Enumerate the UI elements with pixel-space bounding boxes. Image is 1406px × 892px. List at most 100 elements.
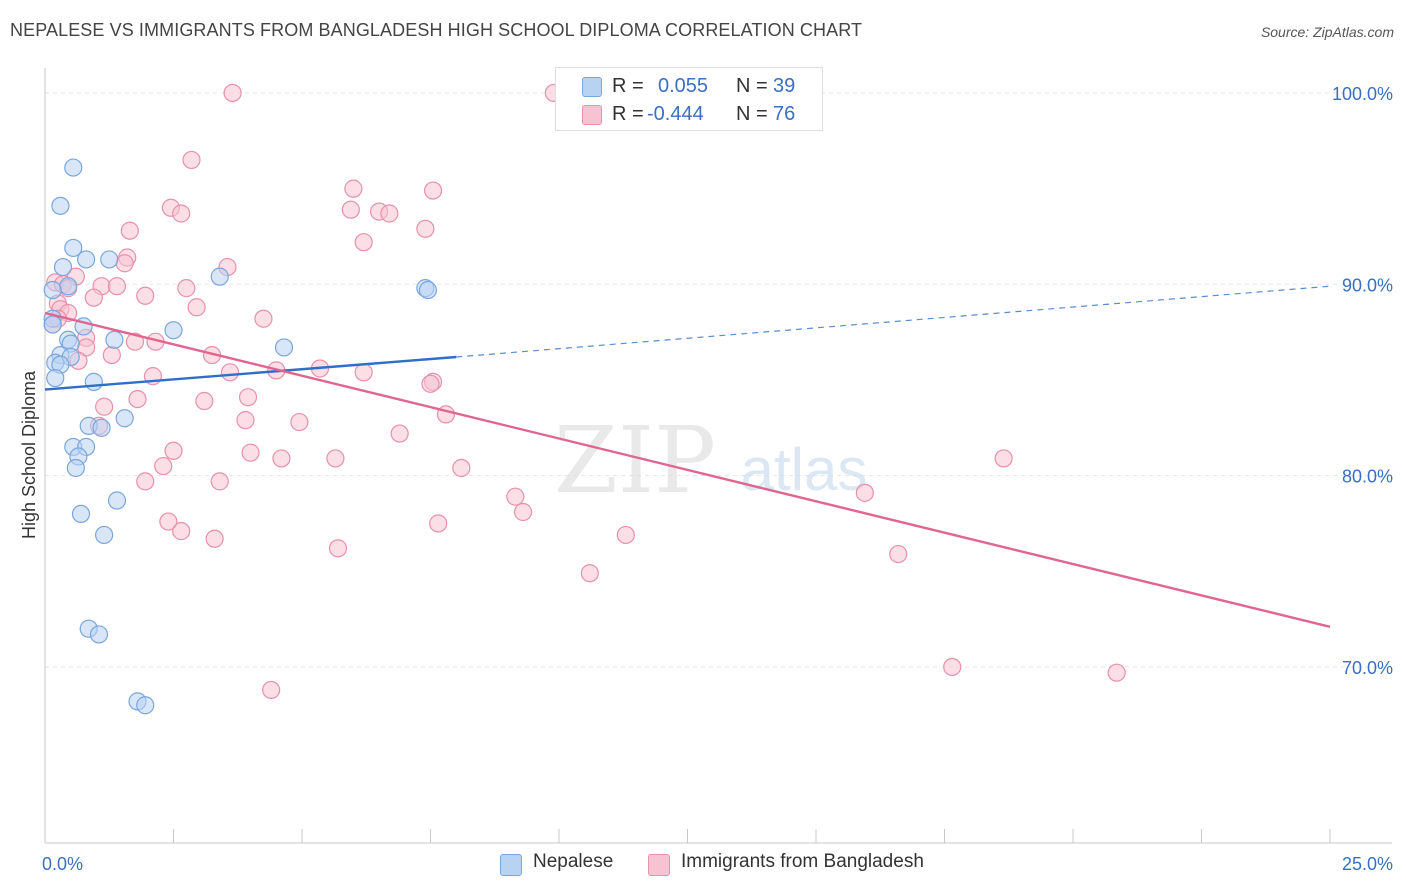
point-bangladesh: [354, 363, 373, 382]
point-bangladesh: [506, 487, 525, 506]
point-bangladesh: [177, 279, 196, 298]
point-nepalese: [136, 696, 155, 715]
y-tick-label: 70.0%: [1342, 658, 1393, 678]
point-nepalese: [95, 525, 114, 545]
point-bangladesh: [513, 502, 533, 522]
point-nepalese: [84, 372, 103, 391]
data-points: [43, 83, 1126, 715]
point-bangladesh: [416, 219, 435, 238]
y-tick-label: 90.0%: [1342, 275, 1393, 295]
y-tick-label: 80.0%: [1342, 467, 1393, 487]
point-bangladesh: [272, 449, 291, 468]
point-nepalese: [59, 277, 78, 296]
point-bangladesh: [452, 458, 471, 478]
point-nepalese: [51, 196, 70, 215]
axes: [44, 68, 1392, 844]
point-nepalese: [89, 625, 109, 644]
point-bangladesh: [223, 83, 242, 103]
point-bangladesh: [855, 483, 874, 502]
point-bangladesh: [290, 412, 309, 432]
point-bangladesh: [943, 657, 962, 677]
point-bangladesh: [107, 277, 127, 296]
point-bangladesh: [187, 298, 206, 317]
point-bangladesh: [254, 309, 273, 328]
point-bangladesh: [128, 389, 147, 409]
trend-extension-nepalese: [456, 285, 1331, 358]
point-nepalese: [105, 330, 124, 349]
point-bangladesh: [164, 441, 183, 460]
point-bangladesh: [326, 449, 345, 468]
chart-title: NEPALESE VS IMMIGRANTS FROM BANGLADESH H…: [10, 20, 863, 40]
source-label: Source: ZipAtlas.com: [1260, 24, 1394, 40]
point-nepalese: [164, 321, 183, 340]
trend-lines: [44, 285, 1331, 628]
point-nepalese: [46, 368, 65, 388]
legend-n-label: N =: [736, 103, 768, 125]
point-bangladesh: [341, 200, 360, 219]
point-nepalese: [53, 257, 73, 277]
point-bangladesh: [994, 449, 1013, 468]
grid-lines: [45, 92, 1392, 668]
point-bangladesh: [1107, 663, 1126, 682]
point-bangladesh: [889, 544, 908, 564]
legend-n-label: N =: [736, 75, 768, 97]
point-nepalese: [43, 280, 62, 300]
point-bangladesh: [344, 179, 363, 198]
point-bangladesh: [238, 388, 258, 407]
point-bangladesh: [102, 345, 121, 365]
point-bangladesh: [172, 204, 191, 223]
point-nepalese: [418, 280, 438, 300]
legend-n-value: 39: [773, 75, 796, 97]
tick-labels: 70.0% 80.0% 90.0% 100.0% 0.0% 25.0%: [42, 84, 1393, 874]
y-tick-label: 100.0%: [1332, 84, 1393, 104]
watermark-zip: ZIP: [554, 407, 716, 514]
point-nepalese: [71, 504, 91, 524]
legend-r-label: R =: [612, 75, 644, 97]
legend-n-value: 76: [773, 103, 796, 125]
bottom-legend-swatch-bangladesh: [648, 854, 670, 876]
x-tick-label: 0.0%: [42, 854, 83, 874]
legend-swatch-nepalese: [582, 77, 602, 97]
watermark-atlas: atlas: [741, 436, 868, 503]
point-nepalese: [43, 315, 62, 334]
point-bangladesh: [136, 286, 155, 305]
point-bangladesh: [84, 288, 103, 307]
point-bangladesh: [159, 512, 178, 531]
point-bangladesh: [241, 443, 260, 462]
point-nepalese: [92, 418, 111, 437]
x-tick-label: 25.0%: [1342, 854, 1393, 874]
point-bangladesh: [580, 564, 599, 583]
point-bangladesh: [236, 411, 255, 430]
legend-swatch-bangladesh: [582, 105, 602, 125]
point-nepalese: [66, 458, 85, 478]
point-bangladesh: [210, 472, 229, 491]
point-bangladesh: [220, 363, 240, 382]
point-nepalese: [115, 409, 134, 428]
y-axis-label: High School Diploma: [19, 370, 39, 539]
point-nepalese: [64, 238, 83, 258]
point-bangladesh: [328, 539, 348, 558]
point-nepalese: [77, 250, 96, 269]
trend-line-nepalese: [44, 355, 457, 391]
point-bangladesh: [182, 150, 201, 170]
correlation-legend: R = 0.055 N = 39 R = -0.444 N = 76: [555, 67, 823, 131]
point-bangladesh: [421, 374, 440, 393]
point-bangladesh: [262, 680, 281, 700]
point-bangladesh: [115, 254, 134, 273]
point-bangladesh: [120, 221, 139, 240]
legend-r-label: R =: [612, 103, 644, 125]
trend-line-bangladesh: [44, 311, 1331, 628]
point-bangladesh: [380, 204, 399, 223]
bottom-legend-swatch-nepalese: [500, 854, 522, 876]
point-nepalese: [274, 338, 294, 357]
point-bangladesh: [354, 233, 373, 252]
point-bangladesh: [423, 181, 443, 200]
point-bangladesh: [390, 424, 409, 443]
point-nepalese: [64, 158, 83, 177]
point-bangladesh: [125, 332, 145, 351]
point-nepalese: [100, 250, 119, 269]
point-bangladesh: [172, 522, 191, 541]
point-bangladesh: [429, 514, 448, 533]
point-nepalese: [107, 491, 127, 510]
